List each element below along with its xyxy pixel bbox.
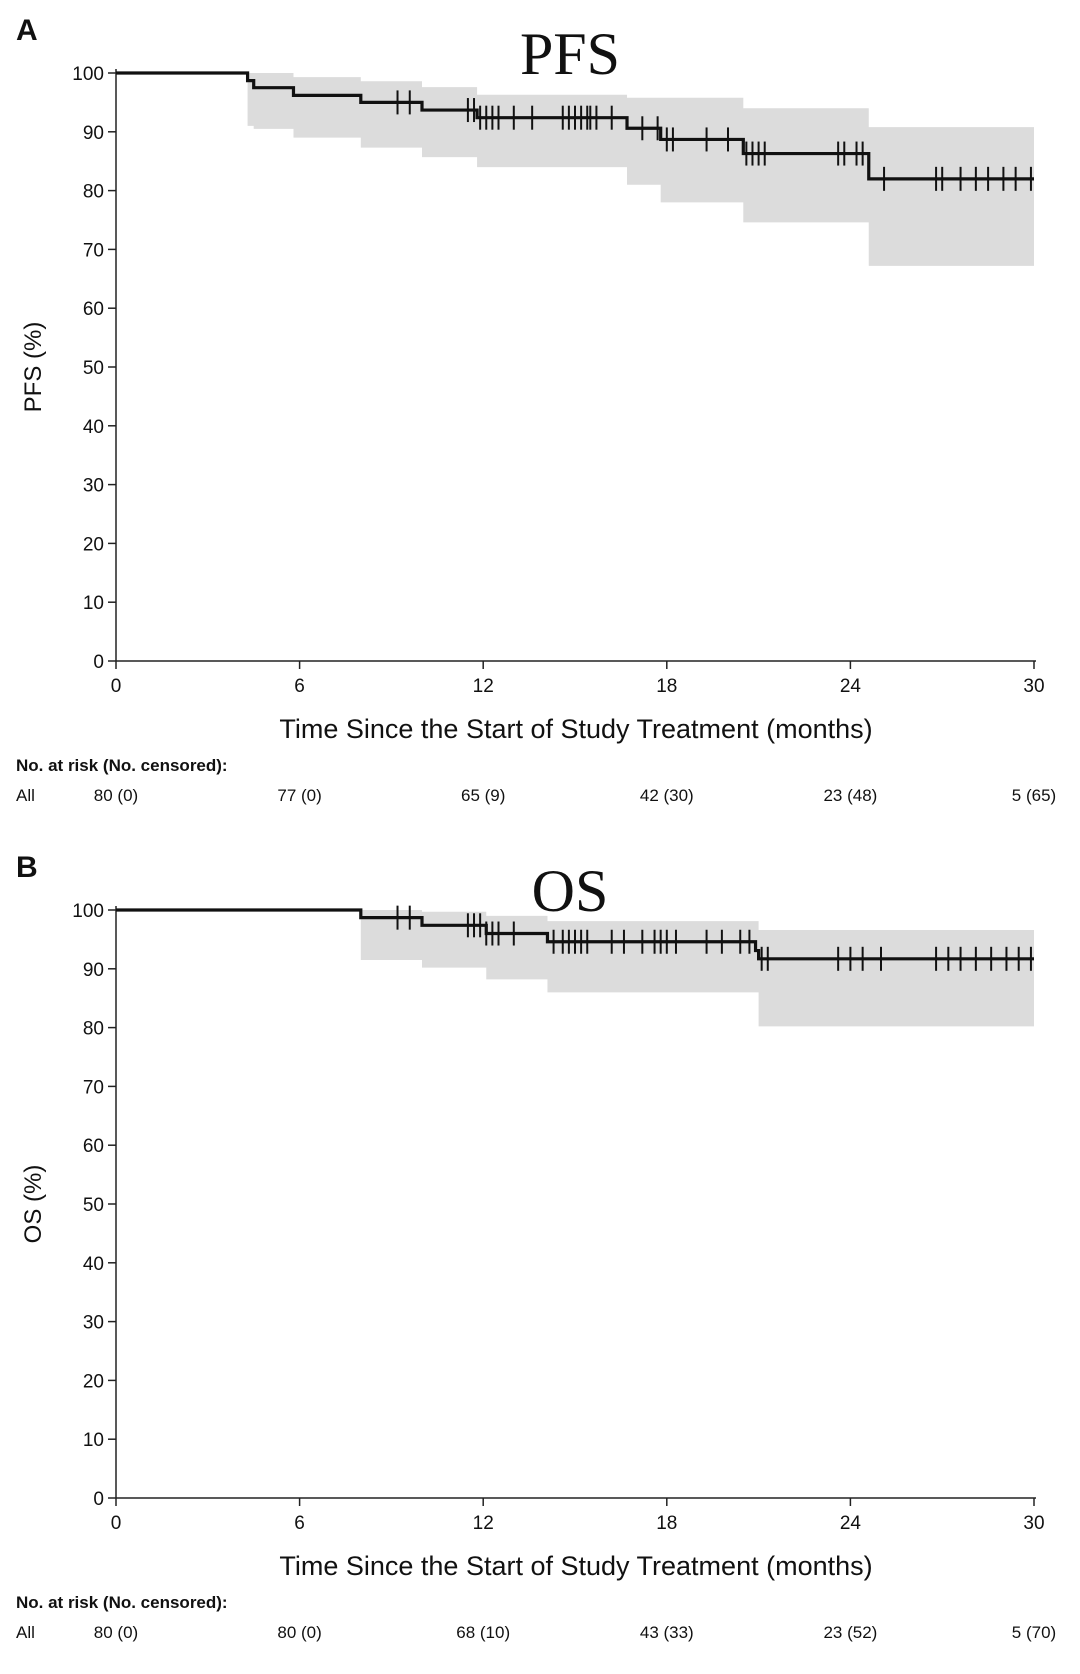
- y-tick-label: 90: [83, 960, 104, 981]
- risk-row-label: All: [16, 786, 35, 805]
- y-tick-label: 80: [83, 182, 104, 203]
- x-tick-label: 12: [473, 676, 494, 697]
- risk-table-header: No. at risk (No. censored):: [16, 756, 228, 775]
- risk-table-header: No. at risk (No. censored):: [16, 1593, 228, 1612]
- y-tick-label: 40: [83, 1254, 104, 1275]
- y-tick-label: 20: [83, 1371, 104, 1392]
- y-tick-label: 0: [93, 652, 104, 673]
- risk-value: 80 (0): [277, 1623, 322, 1642]
- x-tick-label: 24: [840, 676, 862, 697]
- panel-a: A PFS 0 10 20 30 40 50 60 70 80 90 100 0 6 12 18 24 30 Ti…: [16, 14, 1076, 810]
- y-tick-label: 30: [83, 1313, 104, 1334]
- risk-table-row: All 80 (0) 77 (0) 65 (9) 42 (30) 23 (48) 5 (6…: [16, 786, 1076, 810]
- km-plot-pfs: 0 10 20 30 40 50 60 70 80 90 100 0 6 12 18 24 30 Time Sin…: [20, 64, 1045, 744]
- confidence-band: [247, 73, 1034, 266]
- plot-title: PFS: [519, 21, 621, 87]
- x-tick-label: 0: [111, 1513, 122, 1534]
- risk-value: 80 (0): [93, 1623, 139, 1642]
- risk-value: 42 (30): [639, 786, 694, 805]
- y-tick-label: 20: [83, 534, 104, 555]
- x-tick-label: 0: [111, 676, 122, 697]
- y-tick-label: 40: [83, 417, 104, 438]
- y-axis-label: OS (%): [20, 1165, 47, 1244]
- y-tick-label: 0: [93, 1489, 104, 1510]
- risk-value: 43 (33): [639, 1623, 694, 1642]
- confidence-band: [360, 910, 1034, 1027]
- y-tick-label: 60: [83, 299, 104, 320]
- risk-value: 68 (10): [456, 1623, 511, 1642]
- y-tick-label: 70: [83, 1077, 104, 1098]
- survival-curve: [116, 71, 1034, 181]
- y-tick-label: 10: [83, 1430, 104, 1451]
- risk-row-label: All: [16, 1623, 35, 1642]
- x-tick-label: 18: [656, 1513, 677, 1534]
- panel-letter: A: [16, 14, 38, 47]
- y-tick-label: 60: [83, 1136, 104, 1157]
- y-tick-label: 90: [83, 123, 104, 144]
- risk-value: 77 (0): [277, 786, 322, 805]
- x-tick-label: 18: [656, 676, 677, 697]
- panel-b: B OS 0 10 20 30 40 50 60 70 80 90 100 0 6 12 18 24 30 Tim…: [0, 837, 1080, 1674]
- x-axis-label: Time Since the Start of Study Treatment …: [279, 714, 872, 744]
- x-tick-label: 6: [294, 1513, 305, 1534]
- risk-value: 80 (0): [93, 786, 139, 805]
- x-tick-label: 12: [473, 1513, 494, 1534]
- x-axis-label: Time Since the Start of Study Treatment …: [279, 1551, 872, 1581]
- risk-table-row: All 80 (0) 80 (0) 68 (10) 43 (33) 23 (52) 5 (…: [16, 1623, 1076, 1647]
- km-plot-os: 0 10 20 30 40 50 60 70 80 90 100 0 6 12 18 24 30 Time Sin…: [20, 901, 1045, 1581]
- y-axis-label: PFS (%): [20, 322, 47, 413]
- x-tick-label: 24: [840, 1513, 862, 1534]
- risk-value: 23 (52): [823, 1623, 878, 1642]
- y-tick-label: 50: [83, 1195, 104, 1216]
- risk-value: 5 (70): [1011, 1623, 1057, 1642]
- y-tick-label: 100: [72, 64, 104, 85]
- y-tick-label: 70: [83, 240, 104, 261]
- risk-value: 5 (65): [1011, 786, 1057, 805]
- plot-title: OS: [531, 858, 609, 924]
- panel-letter: B: [16, 851, 38, 884]
- y-tick-label: 10: [83, 593, 104, 614]
- y-tick-label: 80: [83, 1019, 104, 1040]
- risk-value: 23 (48): [823, 786, 878, 805]
- y-tick-label: 50: [83, 358, 104, 379]
- x-tick-label: 6: [294, 676, 305, 697]
- x-tick-label: 30: [1023, 676, 1044, 697]
- x-tick-label: 30: [1023, 1513, 1044, 1534]
- y-tick-label: 100: [72, 901, 104, 922]
- y-tick-label: 30: [83, 476, 104, 497]
- risk-value: 65 (9): [460, 786, 506, 805]
- survival-curve: [116, 908, 1034, 961]
